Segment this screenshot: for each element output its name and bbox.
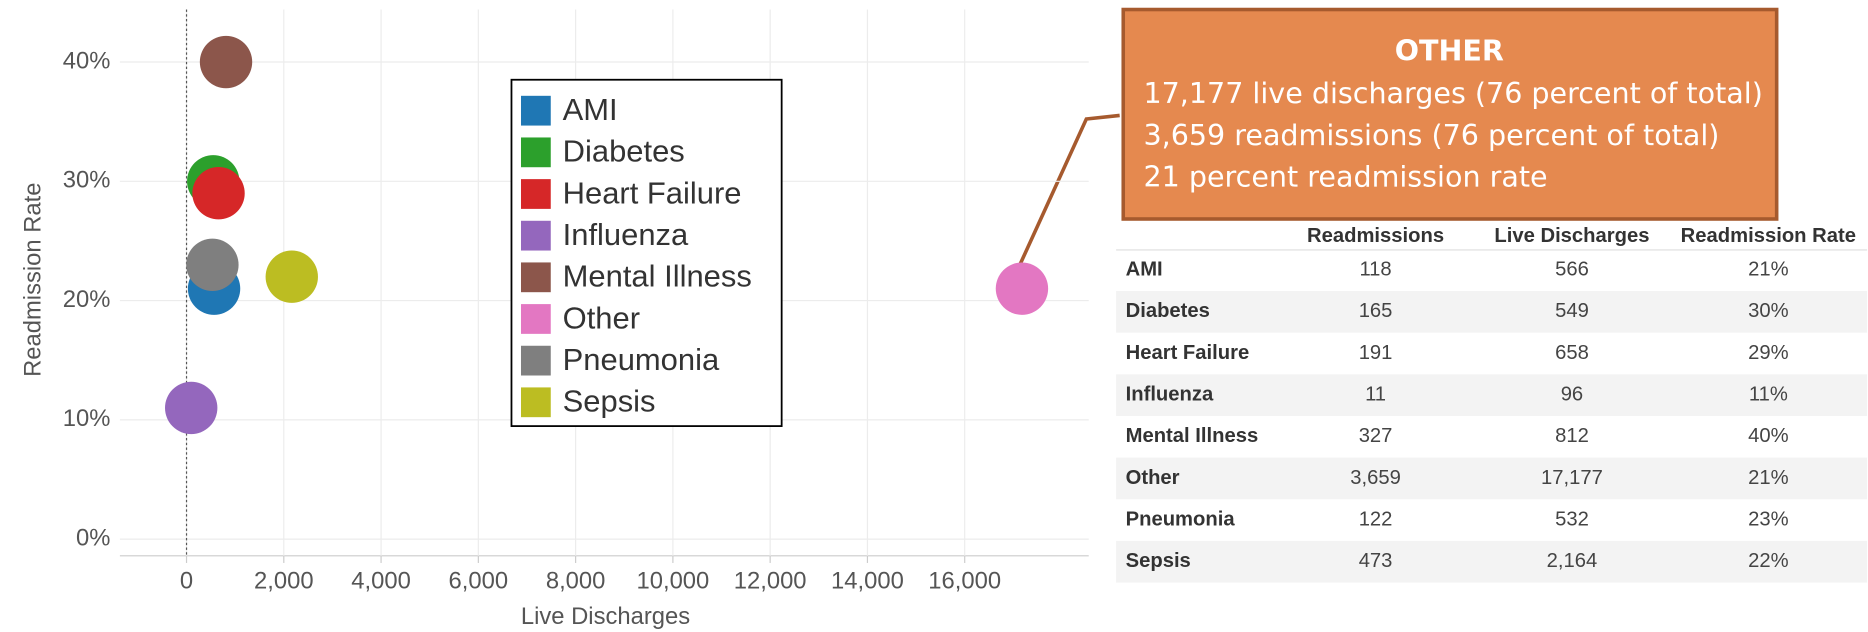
table-header: Readmissions — [1307, 225, 1444, 247]
table-cell: 812 — [1555, 425, 1589, 447]
legend-swatch — [520, 304, 551, 334]
row-label: Influenza — [1126, 383, 1214, 405]
legend: AMI Diabetes Heart Failure Influenza Mental … — [510, 78, 783, 427]
row-label: Heart Failure — [1126, 342, 1250, 364]
table-header: Readmission Rate — [1681, 225, 1856, 247]
table-cell: 21% — [1748, 259, 1788, 281]
table-cell: 532 — [1555, 508, 1589, 530]
x-tick-label: 6,000 — [449, 567, 509, 594]
table-cell: 11 — [1365, 383, 1386, 405]
table-cell: 118 — [1359, 259, 1391, 281]
x-tick-label: 14,000 — [831, 567, 904, 594]
callout-line: 21 percent readmission rate — [1143, 160, 1547, 194]
bubble — [265, 250, 318, 303]
table-cell: 549 — [1555, 300, 1589, 322]
callout-line: 17,177 live discharges (76 percent of to… — [1143, 76, 1762, 110]
row-band — [1116, 374, 1868, 416]
x-tick-label: 8,000 — [546, 567, 606, 594]
table-cell: 3,659 — [1350, 467, 1401, 489]
x-tick-label: 10,000 — [636, 567, 709, 594]
y-tick-label: 0% — [76, 524, 110, 551]
callout-title: OTHER — [1395, 33, 1504, 67]
y-tick-label: 30% — [63, 167, 111, 194]
table-cell: 40% — [1748, 425, 1788, 447]
x-tick-label: 2,000 — [254, 567, 314, 594]
bubble — [165, 381, 218, 435]
table-cell: 566 — [1555, 259, 1589, 281]
table-header: Live Discharges — [1494, 225, 1649, 247]
row-band — [1116, 457, 1868, 500]
row-band — [1116, 291, 1868, 333]
legend-label: AMI — [563, 92, 618, 127]
y-tick-label: 20% — [63, 286, 111, 313]
table-cell: 29% — [1748, 342, 1788, 364]
bubble — [995, 262, 1049, 315]
callout-connector — [1016, 113, 1120, 269]
legend-swatch — [520, 179, 551, 209]
x-tick-label: 4,000 — [351, 567, 411, 594]
row-label: Mental Illness — [1126, 425, 1259, 447]
row-label: Sepsis — [1126, 550, 1191, 572]
bubble — [199, 35, 253, 89]
x-tick-label: 0 — [180, 567, 193, 594]
table-cell: 30% — [1748, 300, 1788, 322]
legend-swatch — [520, 220, 551, 251]
table-cell: 11% — [1749, 383, 1788, 405]
legend-label: Diabetes — [563, 134, 685, 169]
x-tick-label: 16,000 — [928, 567, 1001, 594]
legend-label: Mental Illness — [563, 259, 752, 294]
table: Readmissions Live Discharges Readmission R… — [1116, 225, 1868, 583]
row-label: Other — [1126, 467, 1180, 489]
callout-box — [1121, 7, 1779, 221]
table-cell: 23% — [1748, 508, 1788, 530]
row-label: AMI — [1126, 259, 1163, 281]
x-axis-title: Live Discharges — [521, 603, 690, 630]
table-cell: 17,177 — [1541, 467, 1603, 489]
legend-label: Pneumonia — [563, 342, 720, 377]
table-cell: 2,164 — [1547, 550, 1598, 572]
bubble — [192, 167, 245, 220]
table-cell: 22% — [1748, 550, 1788, 572]
x-tick-label: 12,000 — [734, 567, 807, 594]
bubble — [186, 238, 239, 291]
y-tick-label: 10% — [63, 405, 111, 432]
table-cell: 21% — [1748, 467, 1788, 489]
legend-label: Influenza — [563, 217, 689, 252]
legend-label: Heart Failure — [563, 175, 742, 210]
table-cell: 327 — [1359, 425, 1393, 447]
legend-label: Other — [563, 300, 640, 335]
table-cell: 473 — [1359, 550, 1393, 572]
table-cell: 658 — [1555, 342, 1589, 364]
legend-swatch — [520, 387, 551, 418]
legend-swatch — [520, 262, 551, 293]
table-cell: 165 — [1359, 300, 1393, 322]
row-band — [1116, 540, 1868, 583]
row-label: Pneumonia — [1126, 508, 1236, 530]
y-axis-title: Readmission Rate — [19, 182, 46, 376]
callout-line: 3,659 readmissions (76 percent of total) — [1143, 118, 1719, 152]
legend-swatch — [520, 137, 551, 168]
legend-label: Sepsis — [563, 384, 656, 419]
legend-swatch — [520, 345, 551, 376]
y-tick-label: 40% — [63, 47, 111, 74]
table-cell: 96 — [1561, 383, 1584, 405]
table-cell: 122 — [1359, 508, 1393, 530]
table-cell: 191 — [1359, 342, 1393, 364]
row-label: Diabetes — [1126, 300, 1210, 322]
legend-swatch — [520, 95, 551, 126]
legend-box — [510, 78, 783, 427]
